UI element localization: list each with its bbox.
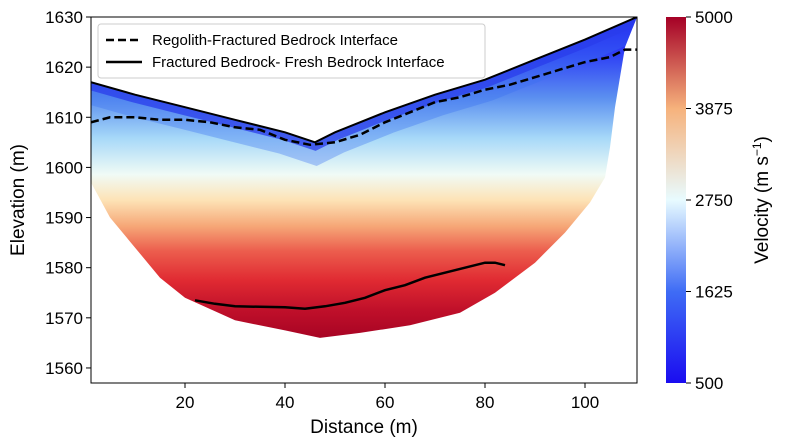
x-tick-label: 40 (276, 393, 295, 412)
regolith-interface-line (91, 48, 637, 147)
colorbar-tick-label: 2750 (695, 191, 733, 210)
colorbar-tick-label: 5000 (695, 8, 733, 27)
legend: Regolith-Fractured Bedrock Interface Fra… (97, 23, 486, 79)
x-tick-label: 100 (571, 393, 599, 412)
y-axis-label: Elevation (m) (8, 144, 29, 256)
y-tick-label: 1590 (45, 209, 83, 228)
x-tick-label: 80 (476, 393, 495, 412)
x-axis-ticks: 20 40 60 80 100 (176, 383, 599, 412)
velocity-field (91, 17, 637, 338)
y-tick-label: 1580 (45, 259, 83, 278)
y-tick-label: 1630 (45, 8, 83, 27)
y-tick-label: 1620 (45, 58, 83, 77)
y-tick-label: 1600 (45, 158, 83, 177)
legend-box (97, 23, 486, 79)
colorbar-label: Velocity (m s−1) (750, 136, 773, 264)
colorbar-ticks: 500 1625 2750 3875 5000 (686, 8, 733, 393)
y-tick-label: 1560 (45, 359, 83, 378)
x-tick-label: 20 (176, 393, 195, 412)
colorbar-tick-label: 500 (695, 374, 723, 393)
y-axis-ticks: 1560 1570 1580 1590 1600 1610 1620 1630 (45, 8, 91, 378)
x-tick-label: 60 (376, 393, 395, 412)
colorbar-tick-label: 3875 (695, 100, 733, 119)
legend-label-fresh-bedrock: Fractured Bedrock- Fresh Bedrock Interfa… (152, 54, 445, 71)
fresh-bedrock-interface-line (194, 261, 506, 311)
colorbar (666, 17, 686, 383)
ground-surface-line (91, 17, 637, 144)
x-axis-label: Distance (m) (310, 417, 418, 438)
plot-frame (90, 16, 638, 384)
legend-label-regolith: Regolith-Fractured Bedrock Interface (152, 32, 398, 49)
colorbar-tick-label: 1625 (695, 283, 733, 302)
y-tick-label: 1610 (45, 108, 83, 127)
y-tick-label: 1570 (45, 309, 83, 328)
